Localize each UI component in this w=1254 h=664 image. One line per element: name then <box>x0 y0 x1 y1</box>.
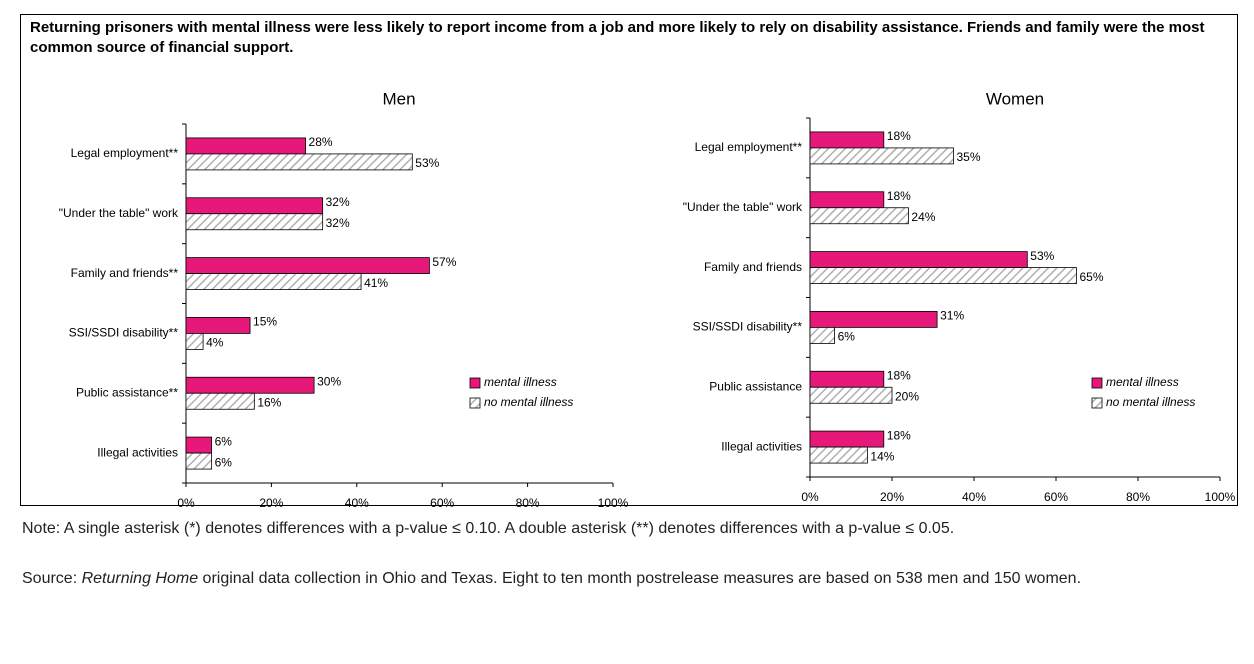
legend-label: mental illness <box>484 375 557 389</box>
bar <box>185 213 324 231</box>
source-text: Source: <box>22 570 82 587</box>
value-label: 6% <box>215 434 233 448</box>
category-label: SSI/SSDI disability** <box>69 326 179 340</box>
bar <box>185 333 204 350</box>
value-label: 31% <box>940 309 964 323</box>
x-tick-label: 20% <box>259 496 283 510</box>
bar <box>185 257 430 274</box>
category-label: Public assistance <box>709 379 802 393</box>
x-tick-label: 20% <box>880 490 904 504</box>
bar <box>809 311 938 328</box>
bar <box>185 137 306 155</box>
chart-title: Women <box>986 89 1044 108</box>
bar <box>185 436 213 454</box>
figure-title: Returning prisoners with mental illness … <box>30 19 1205 56</box>
figure-frame <box>20 14 1238 506</box>
x-tick-label: 80% <box>1126 490 1150 504</box>
source: Source: Returning Home original data col… <box>22 568 1237 589</box>
value-label: 41% <box>364 276 388 290</box>
category-label: Family and friends <box>704 260 802 274</box>
x-tick-label: 60% <box>1044 490 1068 504</box>
bar <box>809 131 885 149</box>
source-title: Returning Home <box>81 570 199 587</box>
bar <box>809 327 836 344</box>
legend-label: no mental illness <box>1106 395 1195 409</box>
value-label: 20% <box>895 389 919 403</box>
note: Note: A single asterisk (*) denotes diff… <box>22 520 955 537</box>
value-label: 65% <box>1080 270 1104 284</box>
bar <box>809 251 1028 268</box>
value-label: 6% <box>838 330 856 344</box>
value-label: 18% <box>887 189 911 203</box>
x-tick-label: 40% <box>962 490 986 504</box>
value-label: 4% <box>206 336 224 350</box>
value-label: 6% <box>215 455 233 469</box>
x-tick-label: 80% <box>516 496 540 510</box>
category-label: Legal employment** <box>71 146 179 160</box>
bar <box>809 430 885 448</box>
bar <box>809 446 868 464</box>
value-label: 18% <box>887 428 911 442</box>
category-label: Public assistance** <box>76 385 178 399</box>
x-tick-label: 0% <box>177 496 195 510</box>
bar <box>809 386 893 404</box>
value-label: 16% <box>257 395 281 409</box>
value-label: 53% <box>415 156 439 170</box>
category-label: Illegal activities <box>721 439 802 453</box>
legend-swatch <box>469 377 481 389</box>
legend-swatch <box>1091 377 1103 389</box>
bar <box>809 191 885 209</box>
value-label: 53% <box>1030 249 1054 263</box>
bar <box>809 267 1077 284</box>
value-label: 14% <box>870 449 894 463</box>
x-tick-label: 0% <box>801 490 819 504</box>
value-label: 24% <box>911 210 935 224</box>
bar <box>185 317 251 334</box>
category-label: "Under the table" work <box>59 206 179 220</box>
legend-swatch <box>1091 397 1103 409</box>
bar <box>185 452 213 470</box>
source-text: original data collection in Ohio and Tex… <box>198 570 1082 587</box>
value-label: 32% <box>326 195 350 209</box>
value-label: 30% <box>317 374 341 388</box>
x-tick-label: 60% <box>430 496 454 510</box>
value-label: 35% <box>957 150 981 164</box>
category-label: Family and friends** <box>71 266 179 280</box>
value-label: 32% <box>326 216 350 230</box>
value-label: 57% <box>432 255 456 269</box>
bar <box>185 273 362 290</box>
category-label: SSI/SSDI disability** <box>693 320 803 334</box>
chart-title: Men <box>382 89 415 108</box>
category-label: Illegal activities <box>97 445 178 459</box>
x-tick-label: 100% <box>1205 490 1236 504</box>
x-tick-label: 100% <box>598 496 629 510</box>
bar <box>185 376 315 394</box>
value-label: 18% <box>887 129 911 143</box>
category-label: Legal employment** <box>695 140 803 154</box>
legend-label: no mental illness <box>484 395 573 409</box>
bar <box>809 147 954 165</box>
x-tick-label: 40% <box>345 496 369 510</box>
bar <box>809 207 909 225</box>
legend-label: mental illness <box>1106 375 1179 389</box>
bar <box>185 197 324 215</box>
bar <box>809 370 885 388</box>
category-label: "Under the table" work <box>683 200 803 214</box>
bar <box>185 392 255 410</box>
bar <box>185 153 413 171</box>
legend-swatch <box>469 397 481 409</box>
value-label: 15% <box>253 315 277 329</box>
value-label: 28% <box>309 135 333 149</box>
value-label: 18% <box>887 368 911 382</box>
